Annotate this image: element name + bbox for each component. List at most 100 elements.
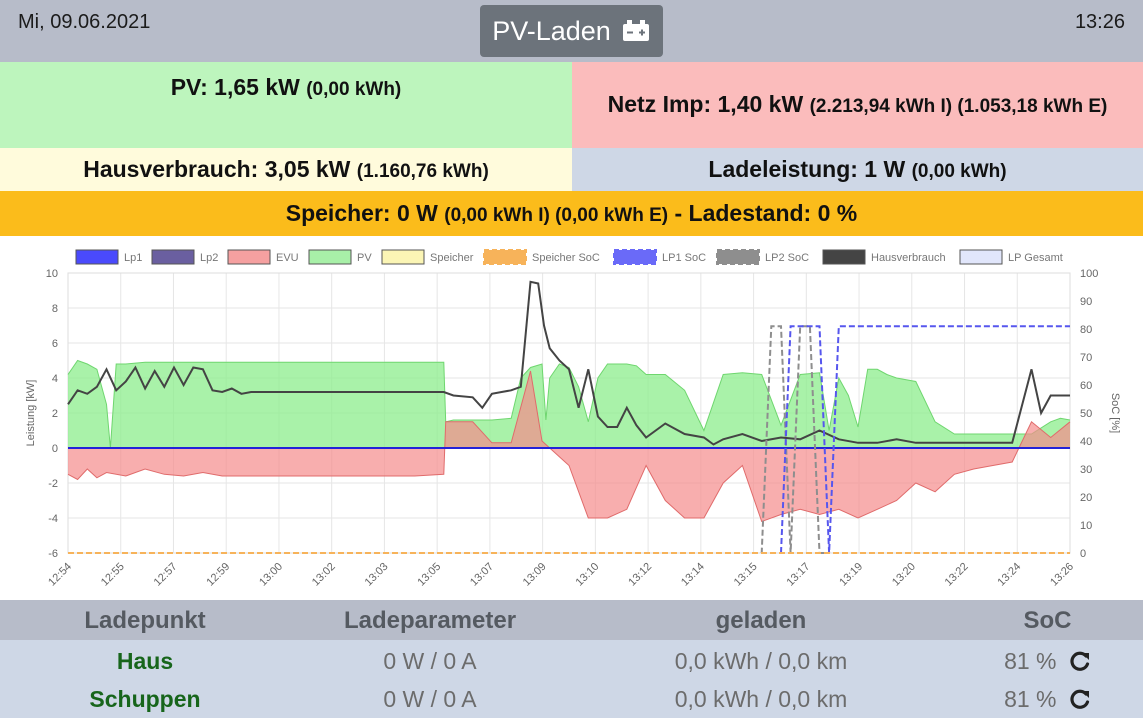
- y2-tick-label: 0: [1080, 548, 1086, 560]
- charge-parameter: 0 W / 0 A: [383, 648, 477, 674]
- pv-value: PV: 1,65 kW: [170, 74, 300, 100]
- x-tick-label: 13:09: [521, 561, 549, 589]
- x-tick-label: 12:59: [204, 561, 232, 589]
- legend-swatch: [227, 249, 271, 265]
- legend-label: PV: [357, 252, 372, 264]
- legend-swatch: [308, 249, 352, 265]
- x-tick-label: 13:14: [679, 561, 707, 589]
- battery-icon: [622, 20, 649, 41]
- y-tick-label: 8: [52, 303, 58, 315]
- legend-swatch: [716, 249, 760, 265]
- time-display: 13:26: [1074, 11, 1125, 33]
- column-header-ladeparameter: Ladeparameter: [343, 607, 517, 634]
- series-evu-line: [67, 370, 1071, 523]
- x-tick-label: 13:02: [310, 561, 338, 589]
- x-tick-label: 13:17: [784, 561, 812, 589]
- soc-value: 81 %: [1004, 686, 1057, 712]
- x-tick-label: 13:22: [943, 561, 971, 589]
- series-evu-area: [68, 371, 1070, 522]
- pv-summary: PV: 1,65 kW (0,00 kWh): [0, 62, 572, 148]
- column-header-soc: SoC: [1023, 607, 1072, 634]
- charged-amount: 0,0 kWh / 0,0 km: [674, 648, 848, 674]
- house-consumption-energy: (1.160,76 kWh): [356, 160, 489, 182]
- refresh-icon[interactable]: [1069, 650, 1091, 672]
- grid-import-value: Netz Imp: 1,40 kW: [607, 91, 804, 118]
- y2-tick-label: 20: [1080, 492, 1092, 504]
- y-tick-label: 10: [46, 268, 58, 280]
- storage-soc: - Ladestand: 0 %: [674, 199, 858, 226]
- date-display: Mi, 09.06.2021: [18, 11, 151, 33]
- y2-tick-label: 70: [1080, 352, 1092, 364]
- y2-tick-label: 80: [1080, 324, 1092, 336]
- soc-cell: 81 %: [952, 680, 1143, 718]
- legend-label: Lp2: [200, 252, 218, 264]
- x-tick-label: 13:15: [732, 561, 760, 589]
- series-lp1-soc-line: [780, 325, 1070, 554]
- storage-summary: Speicher: 0 W (0,00 kWh I) (0,00 kWh E) …: [0, 191, 1143, 236]
- y2-tick-label: 30: [1080, 464, 1092, 476]
- page-title: PV-Laden: [492, 15, 611, 46]
- pv-energy: (0,00 kWh): [306, 79, 402, 100]
- storage-value: Speicher: 0 W: [285, 199, 438, 226]
- x-tick-label: 12:54: [46, 561, 74, 589]
- x-tick-label: 12:55: [99, 561, 127, 589]
- charging-power-value: Ladeleistung: 1 W: [708, 155, 906, 182]
- legend-swatch: [381, 249, 425, 265]
- page-title-button[interactable]: PV-Laden: [480, 5, 663, 57]
- y-tick-label: -6: [48, 548, 58, 560]
- x-tick-label: 13:00: [257, 561, 285, 589]
- y2-tick-label: 90: [1080, 296, 1092, 308]
- soc-value: 81 %: [1004, 648, 1057, 674]
- legend-label: Speicher: [430, 252, 474, 264]
- refresh-icon[interactable]: [1069, 688, 1091, 710]
- legend-swatch: [822, 249, 866, 265]
- x-tick-label: 13:03: [363, 561, 391, 589]
- legend-swatch: [151, 249, 195, 265]
- legend-label: EVU: [276, 252, 299, 264]
- y-tick-label: 4: [52, 373, 58, 385]
- table-body: Haus 0 W / 0 A 0,0 kWh / 0,0 km 81 % Sch…: [0, 640, 1143, 718]
- charging-power-summary: Ladeleistung: 1 W (0,00 kWh): [572, 148, 1143, 191]
- power-chart: 1086420-2-4-6100908070605040302010012:54…: [25, 249, 1121, 589]
- x-tick-label: 13:07: [468, 561, 496, 589]
- legend-label: LP Gesamt: [1008, 252, 1063, 264]
- y2-tick-label: 50: [1080, 408, 1092, 420]
- series-pv-area: [68, 360, 1070, 448]
- legend-label: Lp1: [124, 252, 142, 264]
- column-header-geladen: geladen: [715, 607, 807, 634]
- y-tick-label: 0: [52, 443, 58, 455]
- charge-point-table: Ladepunkt Ladeparameter geladen SoC Haus…: [0, 600, 1143, 718]
- x-tick-label: 13:26: [1048, 561, 1076, 589]
- y-tick-label: -4: [48, 513, 58, 525]
- y-tick-label: 6: [52, 338, 58, 350]
- legend-label: LP2 SoC: [765, 252, 809, 264]
- column-header-ladepunkt: Ladepunkt: [84, 607, 206, 634]
- y-tick-label: -2: [48, 478, 58, 490]
- charge-parameter: 0 W / 0 A: [383, 686, 477, 712]
- house-consumption-value: Hausverbrauch: 3,05 kW: [83, 155, 351, 182]
- legend-label: LP1 SoC: [662, 252, 706, 264]
- y2-tick-label: 100: [1080, 268, 1098, 280]
- y2-axis-title: SoC [%]: [1109, 393, 1121, 433]
- legend-swatch: [959, 249, 1003, 265]
- x-tick-label: 13:12: [626, 561, 654, 589]
- table-header: Ladepunkt Ladeparameter geladen SoC: [0, 600, 1143, 640]
- storage-energy: (0,00 kWh I) (0,00 kWh E): [444, 204, 669, 226]
- legend-swatch: [613, 249, 657, 265]
- charge-point-name[interactable]: Schuppen: [89, 686, 201, 712]
- x-tick-label: 13:19: [837, 561, 865, 589]
- grid-energy: (2.213,94 kWh I) (1.053,18 kWh E): [809, 96, 1108, 118]
- x-tick-label: 13:05: [415, 561, 443, 589]
- charged-amount: 0,0 kWh / 0,0 km: [674, 686, 848, 712]
- charge-point-name[interactable]: Haus: [116, 648, 174, 674]
- y2-tick-label: 60: [1080, 380, 1092, 392]
- series-pv-line: [67, 359, 1071, 449]
- charging-energy: (0,00 kWh): [911, 160, 1007, 182]
- series-hausverbrauch-line: [67, 280, 1070, 446]
- house-consumption-summary: Hausverbrauch: 3,05 kW (1.160,76 kWh): [0, 148, 572, 191]
- x-tick-label: 13:24: [995, 561, 1023, 589]
- legend-swatch: [483, 249, 527, 265]
- legend-label: Speicher SoC: [532, 252, 600, 264]
- top-bar: Mi, 09.06.2021 PV-Laden 13:26: [0, 0, 1143, 62]
- legend-swatch: [75, 249, 119, 265]
